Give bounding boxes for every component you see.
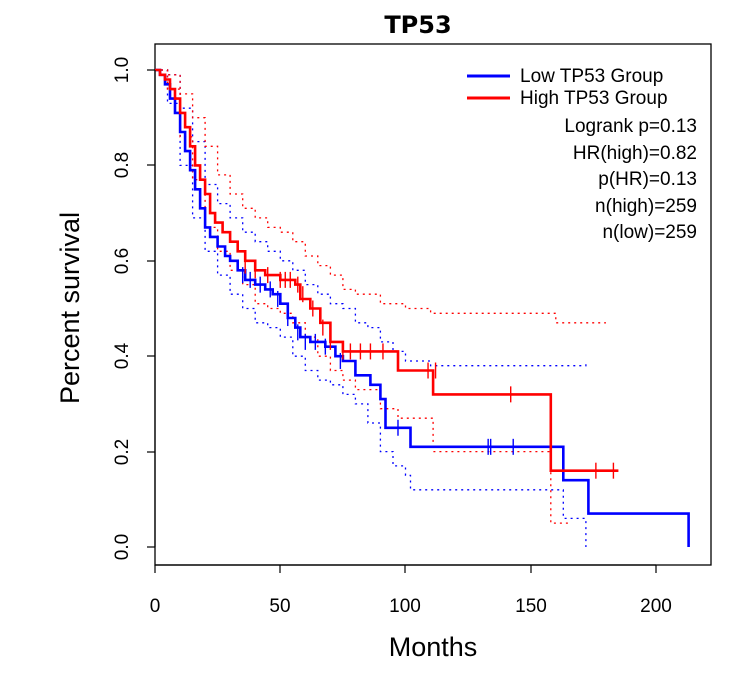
x-tick-label: 50	[269, 596, 290, 617]
x-axis-title: Months	[389, 632, 478, 662]
legend-label-low: Low TP53 Group	[520, 66, 663, 87]
y-tick-label: 0.0	[112, 534, 133, 560]
y-tick-label: 0.6	[112, 248, 133, 274]
y-tick-label: 0.8	[112, 152, 133, 178]
hr-high-text: HR(high)=0.82	[573, 143, 697, 164]
n-high-text: n(high)=259	[595, 196, 697, 217]
legend-label-high: High TP53 Group	[520, 88, 668, 109]
low-ci-lower-line	[155, 69, 587, 547]
chart-title: TP53	[384, 11, 451, 39]
x-axis: 0 50 100 150 200 Months	[150, 564, 672, 662]
x-tick-label: 150	[515, 596, 547, 617]
censor-marks	[241, 257, 615, 479]
y-axis-title: Percent survival	[55, 212, 85, 404]
p-hr-text: p(HR)=0.13	[598, 169, 697, 190]
n-low-text: n(low)=259	[602, 222, 697, 243]
legend: Low TP53 Group High TP53 Group Logrank p…	[467, 66, 697, 243]
confidence-intervals	[155, 69, 606, 547]
x-tick-label: 0	[150, 596, 161, 617]
x-tick-label: 100	[389, 596, 421, 617]
low-survival-curve	[155, 68, 690, 547]
survival-curves	[155, 68, 690, 547]
low-ci-upper-line	[155, 69, 587, 367]
y-tick-label: 0.4	[112, 342, 133, 369]
y-tick-label: 1.0	[112, 57, 133, 83]
high-ci-upper-line	[155, 69, 606, 324]
high-survival-curve	[155, 68, 619, 472]
y-tick-label: 0.2	[112, 439, 133, 465]
logrank-p-text: Logrank p=0.13	[564, 116, 697, 137]
high-ci-lower-line	[155, 69, 569, 524]
x-tick-label: 200	[640, 596, 672, 617]
y-axis: 0.0 0.2 0.4 0.6 0.8 1.0 Percent survival	[55, 57, 156, 560]
